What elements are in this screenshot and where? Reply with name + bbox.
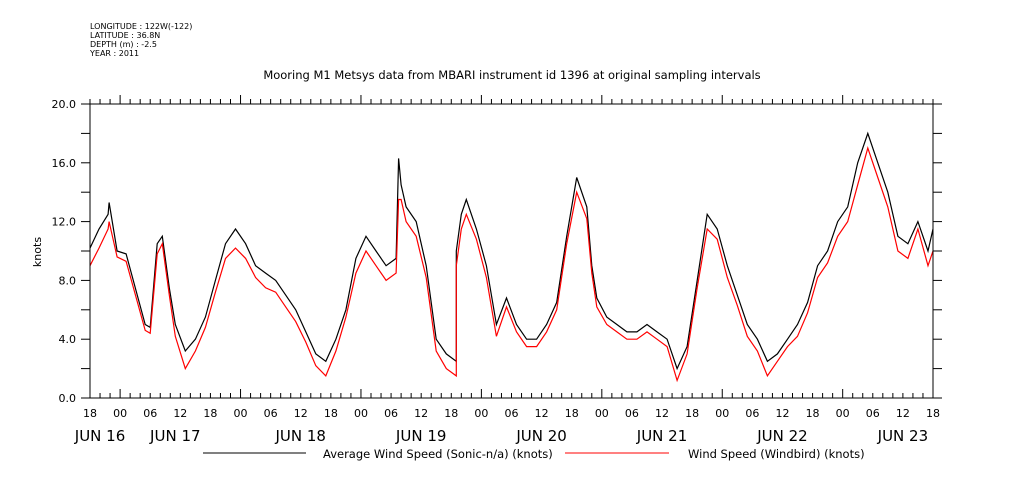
x-tick-label: 06 <box>745 407 759 420</box>
series-layer <box>89 131 934 383</box>
x-tick-label: 18 <box>324 407 338 420</box>
x-tick-label: 00 <box>474 407 488 420</box>
x-tick-label: 18 <box>806 407 820 420</box>
x-date-label: JUN 18 <box>275 427 326 445</box>
x-tick-label: 12 <box>896 407 910 420</box>
x-tick-label: 12 <box>173 407 187 420</box>
x-tick-label: 00 <box>836 407 850 420</box>
y-tick-label: 4.0 <box>59 333 77 346</box>
x-tick-label: 00 <box>113 407 127 420</box>
x-tick-label: 12 <box>294 407 308 420</box>
x-tick-label: 00 <box>595 407 609 420</box>
x-tick-label: 06 <box>143 407 157 420</box>
meta-longitude: LONGITUDE : 122W(-122) <box>90 22 192 31</box>
y-tick-label: 8.0 <box>59 274 77 287</box>
plot-frame <box>89 103 934 399</box>
x-tick-label: 12 <box>414 407 428 420</box>
legend: Average Wind Speed (Sonic-n/a) (knots) W… <box>203 447 865 461</box>
x-date-label: JUN 22 <box>756 427 807 445</box>
x-tick-label: 12 <box>775 407 789 420</box>
chart-title: Mooring M1 Metsys data from MBARI instru… <box>263 68 760 82</box>
y-axis-label: knots <box>31 237 44 267</box>
series-line-0 <box>89 131 934 371</box>
x-tick-label: 18 <box>444 407 458 420</box>
meta-block: LONGITUDE : 122W(-122) LATITUDE : 36.8N … <box>89 22 192 58</box>
x-tick-label: 12 <box>655 407 669 420</box>
y-tick-label: 16.0 <box>52 157 77 170</box>
x-tick-label: 18 <box>685 407 699 420</box>
meta-latitude: LATITUDE : 36.8N <box>90 31 160 40</box>
x-date-label: JUN 19 <box>395 427 446 445</box>
axes-layer <box>89 103 934 399</box>
x-tick-label: 12 <box>535 407 549 420</box>
x-tick-layer: 18 00 06 12 18 00 06 12 18 00 06 12 18 00 06 12 18 00 06 12… <box>74 95 940 445</box>
x-date-label: JUN 17 <box>149 427 200 445</box>
y-tick-label: 20.0 <box>52 98 77 111</box>
x-tick-label: 00 <box>234 407 248 420</box>
y-tick-label: 12.0 <box>52 216 77 229</box>
y-tick-label: 0.0 <box>59 392 77 405</box>
legend-label-average: Average Wind Speed (Sonic-n/a) (knots) <box>323 447 553 461</box>
x-date-label: JUN 23 <box>877 427 928 445</box>
x-date-label: JUN 20 <box>515 427 566 445</box>
x-tick-label: 06 <box>866 407 880 420</box>
y-tick-layer: 0.0 4.0 8.0 12.0 16.0 20.0 <box>52 98 942 405</box>
x-tick-label: 06 <box>505 407 519 420</box>
x-tick-label: 06 <box>264 407 278 420</box>
series-line-1 <box>89 146 934 383</box>
x-tick-label: 18 <box>83 407 97 420</box>
x-date-label: JUN 21 <box>636 427 687 445</box>
meta-depth: DEPTH (m) : -2.5 <box>90 40 157 49</box>
x-tick-label: 06 <box>384 407 398 420</box>
x-tick-label: 18 <box>203 407 217 420</box>
x-tick-label: 06 <box>625 407 639 420</box>
x-tick-label: 00 <box>715 407 729 420</box>
x-tick-label: 00 <box>354 407 368 420</box>
meta-year: YEAR : 2011 <box>89 49 139 58</box>
x-tick-label: 18 <box>565 407 579 420</box>
legend-label-windbird: Wind Speed (Windbird) (knots) <box>688 447 865 461</box>
x-date-label: JUN 16 <box>74 427 125 445</box>
x-tick-label: 18 <box>926 407 940 420</box>
